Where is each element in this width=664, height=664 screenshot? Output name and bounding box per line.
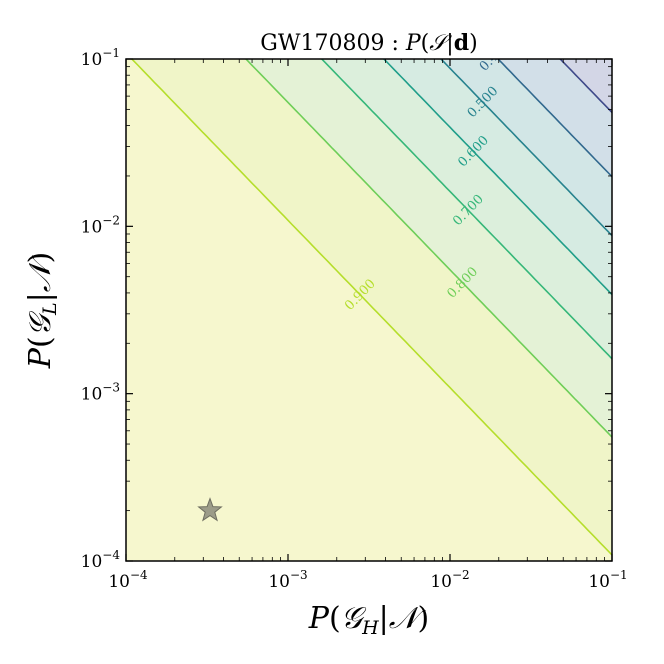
contour-line-5 (496, 59, 612, 178)
x-tick-label: 10−1 (588, 568, 627, 592)
y-tick-label: 10−3 (81, 381, 120, 405)
x-tick-label: 10−4 (108, 568, 148, 592)
contour-fill-7 (126, 0, 664, 34)
y-axis-label: P(𝒢L|𝒩) (23, 252, 61, 369)
x-axis-label: P(𝒢H|𝒩) (308, 601, 429, 639)
contour-line-0 (130, 59, 612, 556)
y-tick-label: 10−1 (81, 46, 120, 70)
contour-label-6: 0.300 (490, 0, 527, 24)
y-axis-ticks: 10−4 10−3 10−2 10−1 (81, 46, 612, 572)
y-tick-label: 10−2 (81, 213, 120, 237)
x-tick-label: 10−3 (268, 568, 307, 592)
contour-line-4 (439, 59, 612, 237)
contour-line-1 (244, 59, 612, 438)
contour-fill-6 (560, 59, 612, 113)
plot-frame (125, 58, 613, 562)
marker-layer (197, 497, 223, 522)
contour-line-7 (126, 0, 612, 34)
y-tick-label: 10−4 (81, 548, 121, 572)
x-axis-ticks: 10−4 10−3 10−2 10−1 (108, 59, 628, 592)
star-marker (197, 497, 223, 522)
contour-line-3 (382, 59, 612, 296)
contour-fill-5 (498, 59, 612, 177)
contour-lines (126, 0, 612, 556)
chart-title: GW170809 : P(𝒮|d) (260, 30, 477, 56)
x-tick-label: 10−2 (430, 568, 469, 592)
contour-line-2 (320, 59, 612, 360)
